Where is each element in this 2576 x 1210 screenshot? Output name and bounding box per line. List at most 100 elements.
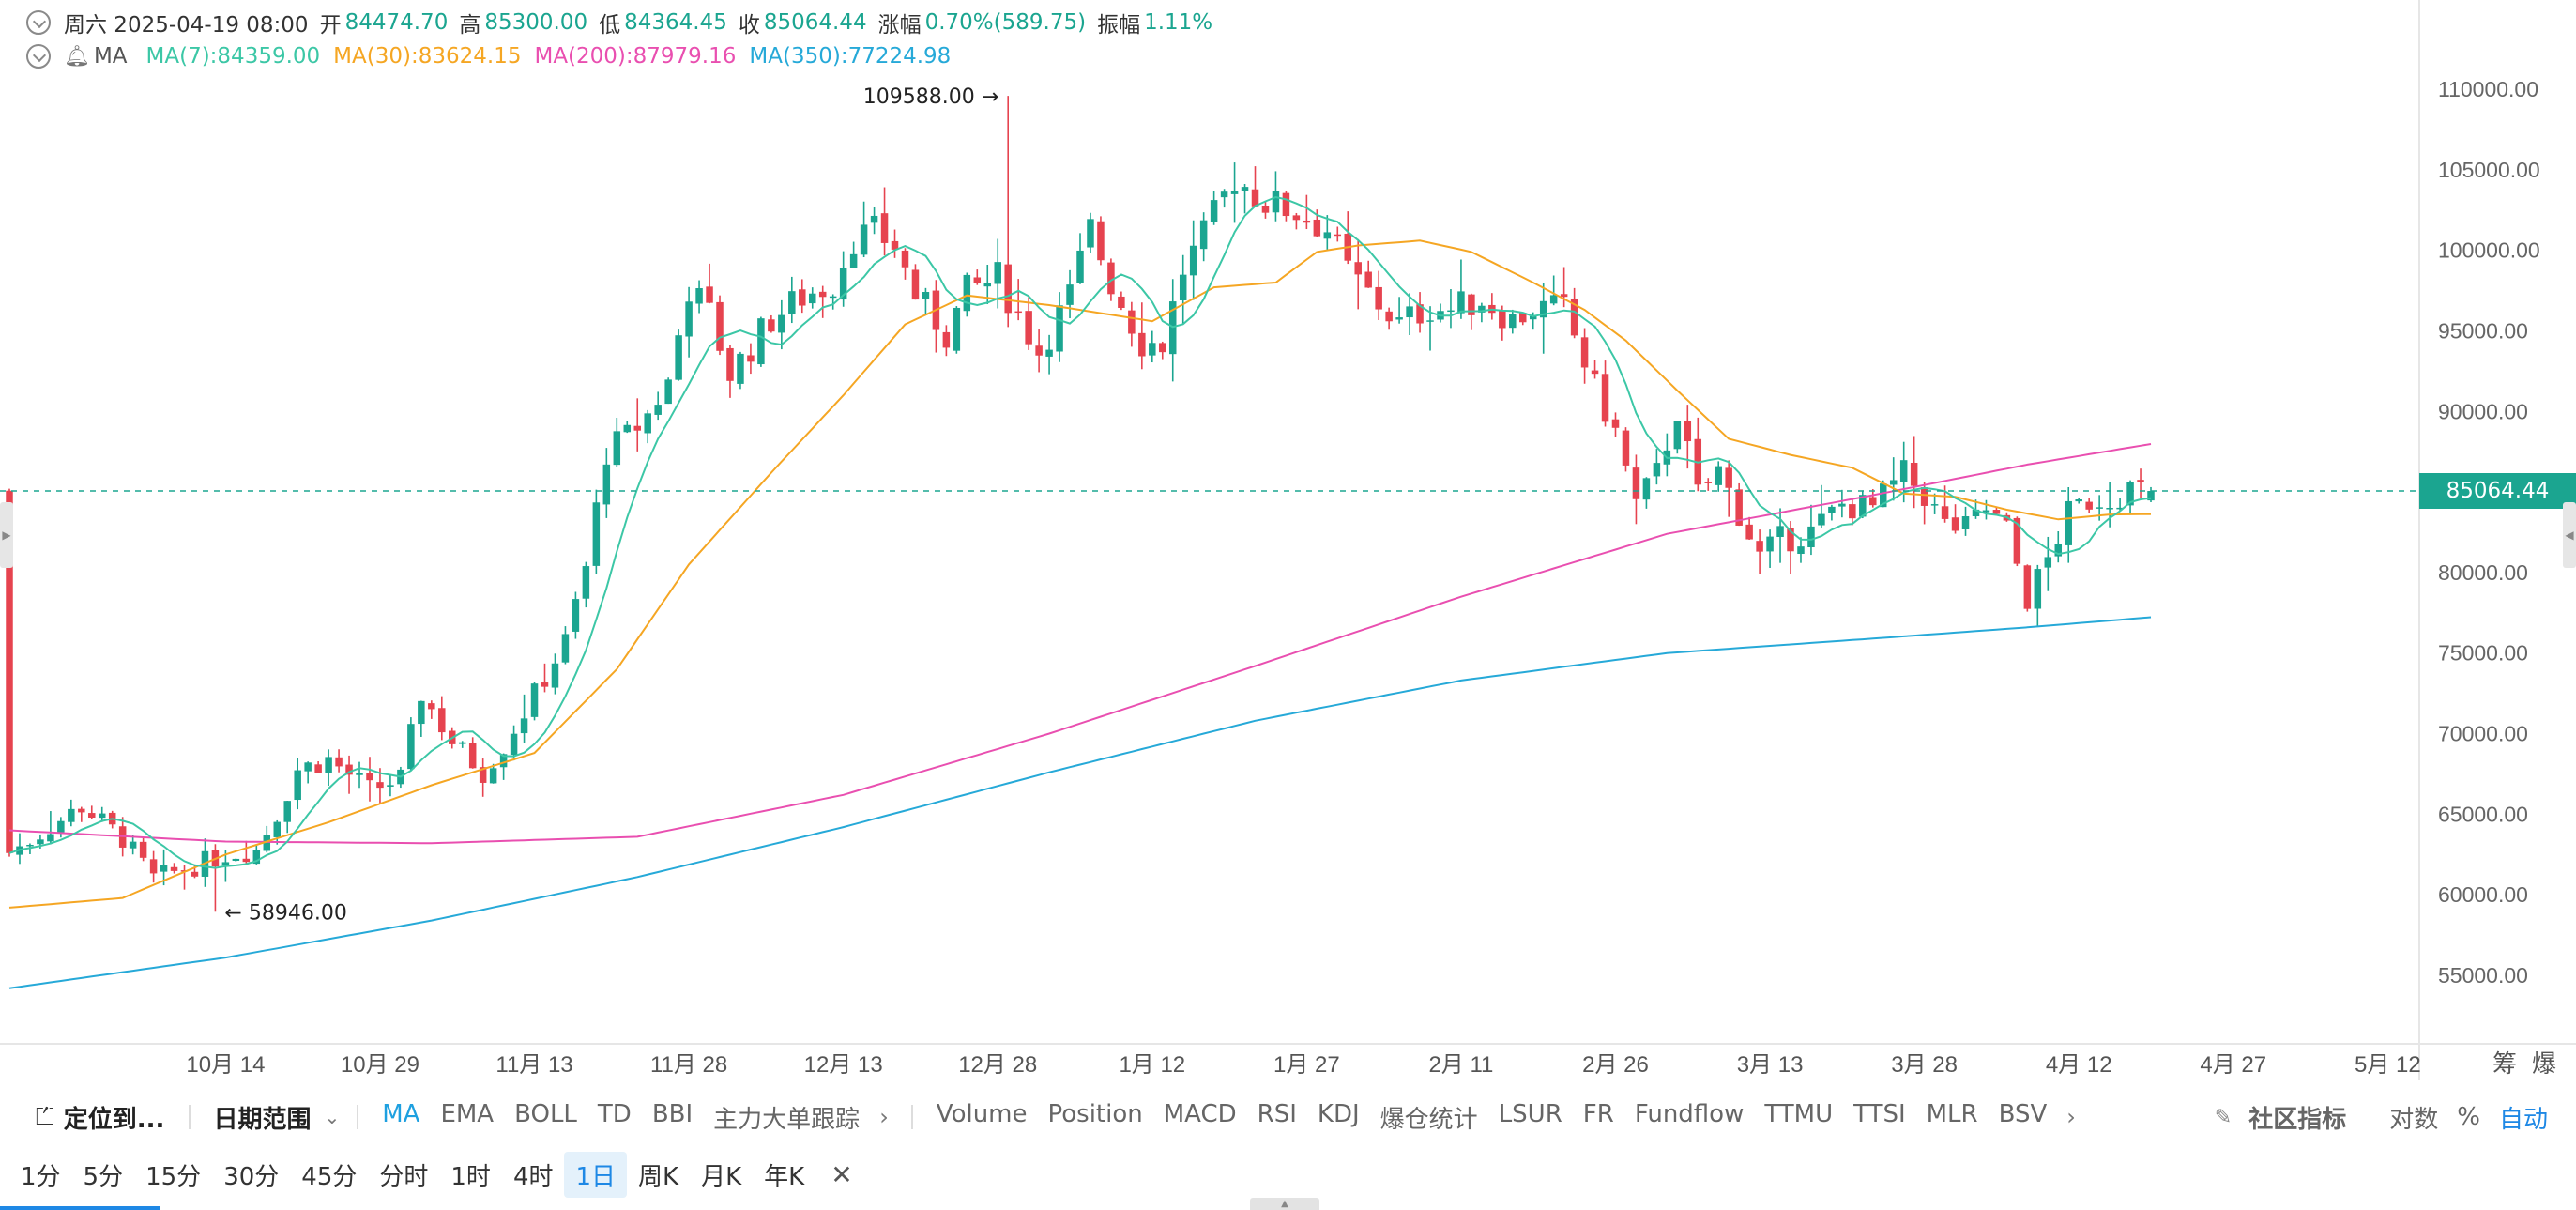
x-tick-label: 10月 14 [186,1052,265,1078]
candle-body [1189,245,1197,276]
candle-body [1118,296,1125,308]
indicator-ema[interactable]: EMA [440,1099,495,1128]
candle-body [1818,513,1825,526]
left-panel-handle[interactable]: ▶ [0,502,13,568]
candle-body [1087,219,1094,248]
candle-body [1323,232,1332,239]
toolbar-right-group: ✎ 社区指标 对数 % 自动 [2215,1100,2576,1135]
indicator-ttmu[interactable]: TTMU [1764,1099,1834,1128]
ma7-value: MA(7):84359.00 [145,44,321,69]
candle-body [2023,565,2032,609]
indicator-bsv[interactable]: BSV [1998,1099,2048,1128]
indicator-fundflow[interactable]: Fundflow [1634,1099,1745,1128]
candle-body [1457,291,1465,314]
auto-scale-button[interactable]: 自动 [2498,1105,2548,1134]
edit-icon[interactable]: ✎ [2214,1105,2233,1129]
amplitude-value: 1.11% [1144,10,1213,35]
chart-area[interactable]: 110000.00 105000.00 100000.00 95000.00 90000… [0,0,2576,1080]
indicator-fr[interactable]: FR [1582,1099,1614,1128]
candle-body [2075,498,2082,502]
candle-body [911,269,920,300]
timeframe-0[interactable]: 1分 [21,1162,61,1191]
indicator-主力大单跟踪[interactable]: 主力大单跟踪 [713,1105,861,1134]
timeframe-11[interactable]: 年K [764,1162,805,1191]
indicator-rsi[interactable]: RSI [1257,1099,1297,1128]
candle-body [1920,487,1928,506]
current-price-tag: 85064.44 [2419,472,2576,509]
date-range-button[interactable]: 日期范围 [213,1105,312,1134]
log-scale-button[interactable]: 对数 [2389,1105,2439,1134]
candle-body [356,773,363,775]
candle-body [1725,467,1732,488]
price-chart[interactable]: 110000.00 105000.00 100000.00 95000.00 90000… [0,0,2576,1080]
indicator-bbi[interactable]: BBI [651,1099,694,1128]
bell-icon[interactable]: 🔔︎ [64,44,90,69]
x-tick-label: 2月 26 [1582,1052,1649,1078]
candle-body [78,808,85,813]
candle-body [891,240,899,250]
candle-body [695,288,703,304]
timeframe-3[interactable]: 30分 [223,1162,280,1191]
candle-body [1509,314,1517,329]
indicator-macd[interactable]: MACD [1163,1099,1237,1128]
indicator-td[interactable]: TD [597,1099,632,1128]
candle-body [1468,294,1475,315]
candle-body [818,291,827,298]
close-icon[interactable]: ✕ [831,1158,853,1190]
timeframe-9[interactable]: 周K [638,1162,679,1191]
timeframe-7[interactable]: 4时 [512,1162,554,1191]
indicator-mlr[interactable]: MLR [1926,1099,1978,1128]
candle-body [870,215,878,223]
candle-body [530,683,539,717]
candle-body [438,708,446,733]
candle-body [1889,480,1898,485]
indicator-position[interactable]: Position [1047,1099,1143,1128]
timeframe-8[interactable]: 1日 [564,1151,628,1198]
candle-body [1941,506,1949,519]
low-key: 低 [599,13,621,38]
indicator-ttsi[interactable]: TTSI [1853,1099,1906,1128]
x-tick-label: 1月 27 [1273,1052,1340,1078]
candle-body [880,213,889,243]
indicator-volume[interactable]: Volume [936,1099,1028,1128]
indicator-kdj[interactable]: KDJ [1317,1099,1360,1128]
candle-body [1334,234,1342,237]
chevron-down-icon[interactable]: ⌄ [324,1106,341,1128]
candle-body [582,566,590,599]
candle-body [1745,524,1753,540]
timeframe-10[interactable]: 月K [701,1162,742,1191]
timeframe-6[interactable]: 1时 [450,1162,491,1191]
community-indicators-button[interactable]: 社区指标 [2248,1105,2347,1134]
candle-body [335,757,343,767]
chevron-right-icon[interactable]: › [2066,1104,2076,1130]
candle-body [273,821,281,837]
timeframe-4[interactable]: 45分 [301,1162,358,1191]
timeframe-1[interactable]: 5分 [83,1162,124,1191]
candle-body [1447,310,1455,313]
indicator-ma[interactable]: MA [382,1099,420,1128]
candle-body [1519,313,1527,323]
locate-icon[interactable]: ⏍ [36,1102,54,1131]
candle-body [479,767,487,783]
chevron-right-icon[interactable]: › [879,1104,889,1130]
candle-body [2116,507,2124,510]
ohlc-info-row: 周六 2025-04-19 08:00 开 84474.70 高 85300.00 … [26,4,1224,41]
x-tick-label: 3月 28 [1891,1052,1958,1078]
timeframe-5[interactable]: 分时 [379,1162,429,1191]
ma200-line [8,443,2152,845]
percent-scale-button[interactable]: % [2457,1103,2480,1131]
indicator-boll[interactable]: BOLL [514,1099,577,1128]
timeframe-2[interactable]: 15分 [145,1162,202,1191]
right-panel-handle[interactable]: ◀ [2563,502,2576,568]
bottom-panel-handle[interactable]: ▲ [1250,1198,1319,1210]
locate-button[interactable]: 定位到... [63,1105,165,1134]
candle-body [191,871,199,877]
candle-body [1375,286,1382,310]
collapse-icon[interactable] [26,10,51,35]
indicator-爆仓统计[interactable]: 爆仓统计 [1379,1105,1478,1134]
collapse-ma-icon[interactable] [26,44,51,69]
indicator-lsur[interactable]: LSUR [1498,1099,1562,1128]
candle-body [1859,495,1867,517]
candle-body [922,292,930,299]
candle-body [799,289,806,306]
